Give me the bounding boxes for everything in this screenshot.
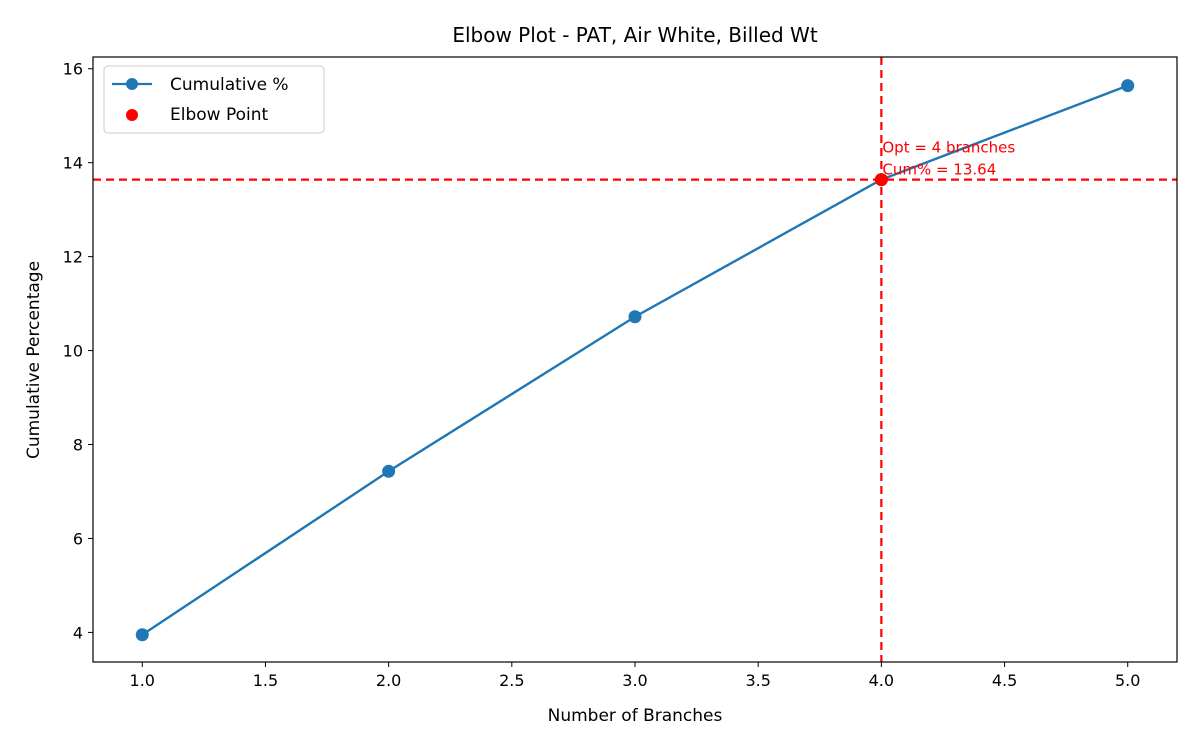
x-tick-label: 2.5 (499, 671, 524, 690)
x-tick-label: 3.0 (622, 671, 647, 690)
x-tick-label: 2.0 (376, 671, 401, 690)
y-tick-label: 16 (63, 60, 83, 79)
legend: Cumulative % Elbow Point (103, 65, 325, 134)
x-tick-label: 1.5 (253, 671, 278, 690)
annotation-line-2: Cum% = 13.64 (882, 161, 996, 179)
y-tick-label: 8 (73, 436, 83, 455)
x-tick-label: 5.0 (1115, 671, 1140, 690)
y-axis-title: Cumulative Percentage (24, 261, 44, 459)
y-tick-label: 14 (63, 154, 83, 173)
x-tick-label: 4.5 (992, 671, 1017, 690)
data-point (382, 464, 396, 478)
legend-elbow-label: Elbow Point (170, 105, 269, 125)
y-tick-label: 10 (63, 342, 83, 361)
chart-title: Elbow Plot - PAT, Air White, Billed Wt (452, 23, 818, 47)
data-point (135, 628, 149, 642)
data-point (1121, 79, 1135, 93)
y-tick-label: 6 (73, 529, 83, 548)
data-point (628, 310, 642, 324)
legend-elbow-icon (126, 109, 138, 121)
elbow-point (874, 173, 888, 187)
plot-frame (92, 56, 1178, 663)
x-axis-title: Number of Branches (548, 706, 723, 726)
plot-area: 1.0 1.5 2.0 2.5 3.0 3.5 4.0 4.5 5.0 4 6 8 10 12 14 16 Op… (63, 57, 1177, 690)
legend-series-label: Cumulative % (170, 75, 289, 95)
annotation-line-1: Opt = 4 branches (882, 139, 1015, 157)
x-tick-label: 1.0 (130, 671, 155, 690)
y-tick-label: 4 (73, 623, 83, 642)
y-tick-label: 12 (63, 248, 83, 267)
x-tick-label: 3.5 (745, 671, 770, 690)
x-tick-label: 4.0 (869, 671, 894, 690)
legend-marker-icon (126, 78, 138, 90)
legend-box (103, 65, 325, 134)
